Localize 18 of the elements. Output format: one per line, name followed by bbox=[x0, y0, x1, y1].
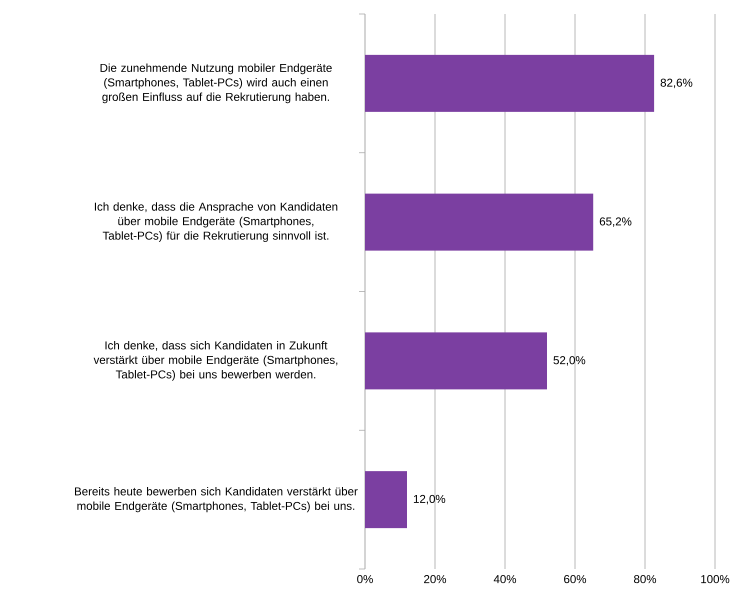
y-tick-label: Ich denke, dass die Ansprache von Kandidaten über mobile Endgeräte (Smartphones, Tablet-PCs) für die Rekrutierung sinnvoll ist. bbox=[94, 202, 338, 242]
x-tick-label: 0% bbox=[357, 575, 373, 584]
y-tick-label: Bereits heute bewerben sich Kandidaten verstärkt über mobile Endgeräte (Smartphones, Tablet-PCs) bei uns. bbox=[74, 487, 358, 512]
x-tick-label: 40% bbox=[494, 575, 516, 584]
data-label: 82,6% bbox=[660, 78, 692, 88]
data-label: 52,0% bbox=[553, 356, 586, 366]
x-tick-label: 100% bbox=[701, 575, 730, 584]
data-label: 12,0% bbox=[414, 494, 446, 504]
data-label: 65,2% bbox=[600, 217, 632, 227]
y-tick-label: Die zunehmende Nutzung mobiler Endgeräte (Smartphones, Tablet-PCs) wird auch einen großen Einfluss auf die Rekrutierung haben. bbox=[100, 64, 332, 104]
x-tick-label: 80% bbox=[634, 575, 656, 584]
x-tick-label: 20% bbox=[424, 575, 446, 584]
bar bbox=[365, 54, 654, 112]
bar bbox=[365, 332, 548, 390]
bar bbox=[365, 194, 594, 251]
bar bbox=[365, 471, 408, 528]
x-tick-label: 60% bbox=[564, 575, 586, 584]
y-tick-label: Ich denke, dass sich Kandidaten in Zukunft verstärkt über mobile Endgeräte (Smartphones, Tablet-PCs) bei uns bewerben werden. bbox=[94, 341, 338, 381]
